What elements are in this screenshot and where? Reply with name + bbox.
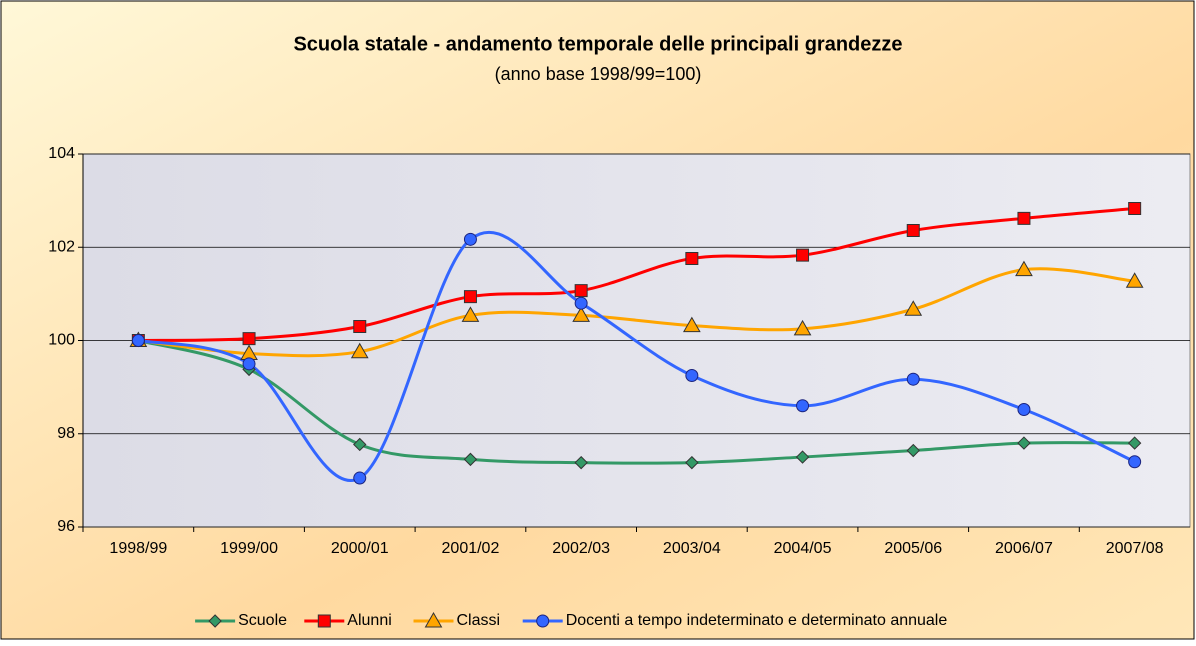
legend-label: Scuole <box>238 612 287 629</box>
marker <box>463 290 477 304</box>
marker <box>796 248 810 262</box>
y-tick-label: 104 <box>48 145 75 162</box>
chart-subtitle: (anno base 1998/99=100) <box>495 64 702 84</box>
x-tick-label: 2006/07 <box>995 540 1053 557</box>
marker <box>461 306 480 322</box>
marker <box>685 368 699 382</box>
marker <box>574 455 588 470</box>
marker <box>463 452 478 467</box>
series-line <box>138 207 1135 342</box>
marker <box>1017 403 1031 417</box>
x-tick-label: 2004/05 <box>774 540 832 557</box>
marker <box>574 296 588 310</box>
marker <box>1128 202 1142 216</box>
legend-label: Docenti a tempo indeterminato e determin… <box>566 612 948 629</box>
marker <box>353 471 367 485</box>
marker <box>1128 455 1142 469</box>
marker <box>572 306 591 322</box>
marker <box>242 357 256 371</box>
marker <box>1015 260 1033 277</box>
y-tick-label: 98 <box>57 425 75 442</box>
marker <box>574 284 588 298</box>
x-tick-label: 2000/01 <box>331 540 389 557</box>
x-tick-label: 2005/06 <box>884 540 942 557</box>
legend-label: Classi <box>457 612 501 629</box>
marker <box>904 300 923 316</box>
marker <box>242 332 256 346</box>
legend-label: Alunni <box>347 612 391 629</box>
x-tick-label: 1999/00 <box>220 540 278 557</box>
marker <box>131 334 145 347</box>
marker <box>795 450 810 464</box>
marker <box>317 614 331 628</box>
marker <box>424 611 443 628</box>
x-tick-label: 2001/02 <box>442 540 500 557</box>
marker <box>793 319 812 336</box>
marker <box>1017 211 1031 225</box>
marker <box>685 251 699 265</box>
marker <box>906 443 920 458</box>
x-tick-label: 2007/08 <box>1106 540 1164 557</box>
marker <box>1127 436 1142 450</box>
y-tick-label: 100 <box>48 332 75 349</box>
series-line <box>137 339 1135 465</box>
marker <box>353 320 367 334</box>
marker <box>353 437 367 452</box>
y-tick-label: 102 <box>48 238 75 255</box>
chart-title: Scuola statale - andamento temporale del… <box>293 33 902 55</box>
x-tick-label: 2002/03 <box>552 540 610 557</box>
y-tick-label: 96 <box>57 518 75 535</box>
marker <box>350 342 369 359</box>
marker <box>536 614 550 628</box>
x-tick-label: 1998/99 <box>109 540 167 557</box>
marker <box>208 614 222 628</box>
marker <box>906 223 920 237</box>
x-tick-label: 2003/04 <box>663 540 721 557</box>
marker <box>796 399 810 413</box>
marker <box>906 372 920 386</box>
marker <box>463 232 477 246</box>
marker <box>685 455 699 470</box>
marker <box>1017 436 1031 450</box>
marker <box>682 316 701 333</box>
marker <box>1125 272 1144 288</box>
series-line <box>138 267 1135 358</box>
